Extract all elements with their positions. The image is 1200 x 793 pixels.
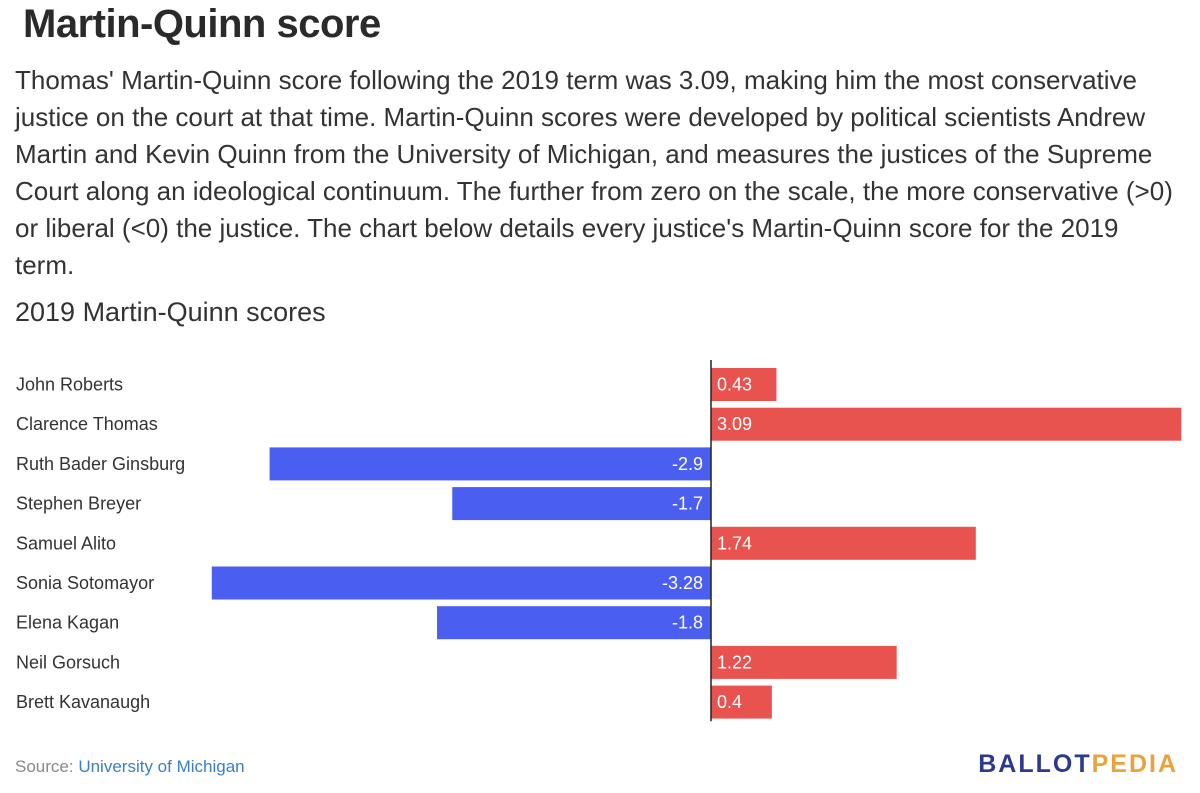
category-label: Neil Gorsuch — [16, 652, 120, 672]
data-label: -3.28 — [662, 573, 703, 593]
category-label: Sonia Sotomayor — [16, 573, 154, 593]
data-label: 0.43 — [717, 375, 752, 395]
bar — [711, 526, 976, 560]
bar — [711, 368, 777, 401]
category-label: Stephen Breyer — [16, 494, 141, 514]
category-label: Ruth Bader Ginsburg — [16, 454, 185, 474]
source-label: Source: — [15, 757, 74, 776]
bar — [437, 606, 711, 640]
chart-title: 2019 Martin-Quinn scores — [15, 297, 326, 327]
data-label: 1.74 — [717, 533, 752, 553]
bar-chart: John Roberts 0.43 Clarence Thomas 3.09 Ruth … — [16, 360, 1182, 722]
category-label: John Roberts — [16, 375, 123, 395]
bar — [711, 685, 772, 719]
data-label: -1.8 — [672, 613, 703, 633]
category-label: Brett Kavanaugh — [16, 692, 150, 712]
category-label: Samuel Alito — [16, 533, 116, 553]
description-text: Thomas' Martin-Quinn score following the… — [15, 65, 1173, 280]
bar — [211, 566, 711, 600]
page-title: Martin-Quinn score — [23, 2, 381, 46]
data-label: -1.7 — [672, 494, 703, 514]
data-label: 3.09 — [717, 414, 752, 434]
data-label: 1.22 — [717, 652, 752, 672]
ballotpedia-logo: BALLOTPEDIA — [978, 750, 1178, 778]
bar — [711, 407, 1182, 441]
category-label: Elena Kagan — [16, 613, 119, 633]
bar — [452, 487, 711, 521]
category-label: Clarence Thomas — [16, 414, 158, 434]
data-label: -2.9 — [672, 454, 703, 474]
source-line: Source: University of Michigan — [15, 757, 245, 777]
source-link[interactable]: University of Michigan — [78, 757, 245, 776]
bar — [269, 447, 711, 481]
data-label: 0.4 — [717, 692, 742, 712]
bar — [711, 645, 897, 679]
